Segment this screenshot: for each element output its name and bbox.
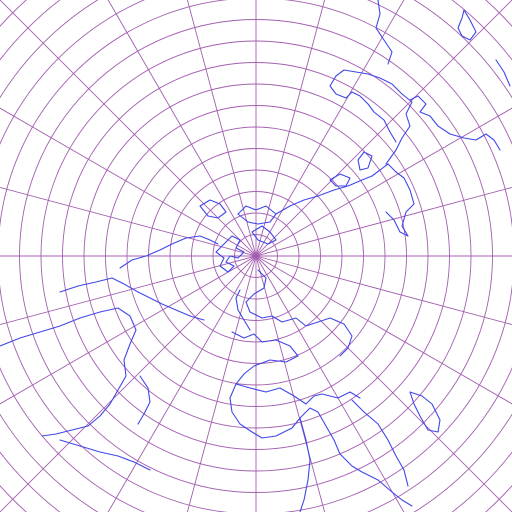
coastline-north-america-north (375, 0, 393, 65)
meridian-line (0, 255, 257, 405)
coastline-north-america (275, 163, 415, 237)
coastline-west-greenland (199, 199, 227, 219)
coastline-caribbean (409, 95, 501, 151)
coastline-russia-north (245, 269, 353, 357)
meridian-line (107, 255, 257, 512)
meridian-line (255, 255, 405, 512)
coastline-japan (137, 375, 151, 425)
meridian-line (107, 0, 257, 257)
coastline-india (299, 417, 311, 512)
coastline-north-america-east (329, 69, 413, 165)
coastline-arabia (351, 399, 409, 487)
meridian-line (255, 0, 326, 257)
coastline-pacific-asia (0, 307, 137, 437)
coastline-siberia-east (59, 277, 205, 321)
coastline-indonesia (59, 439, 151, 471)
meridian-line (0, 255, 257, 326)
meridian-line (255, 255, 512, 326)
meridian-line (255, 255, 512, 405)
coastline-south-america-2 (495, 59, 511, 87)
coastline-arctic-islands-2 (251, 225, 277, 245)
meridian-line (0, 107, 257, 257)
meridian-line (255, 0, 405, 257)
coastline-scandinavia (235, 289, 251, 331)
meridian-line (255, 255, 326, 512)
meridian-line (255, 186, 512, 257)
meridian-line (255, 107, 512, 257)
meridian-line (186, 0, 257, 257)
coastline-alaska (119, 235, 219, 269)
coastline-eurasia (229, 331, 413, 507)
meridian-line (255, 255, 512, 512)
coastline-arctic-islands (215, 235, 245, 273)
coastline-mediterranean (235, 383, 361, 405)
meridian-line (0, 0, 257, 257)
coastline-iceland (329, 173, 351, 187)
meridian-line (255, 0, 512, 257)
meridian-line (0, 255, 257, 512)
coastline-uk (357, 151, 373, 171)
meridian-line (186, 255, 257, 512)
coastline-madagascar (409, 391, 441, 433)
coastline-south-america (457, 9, 477, 41)
